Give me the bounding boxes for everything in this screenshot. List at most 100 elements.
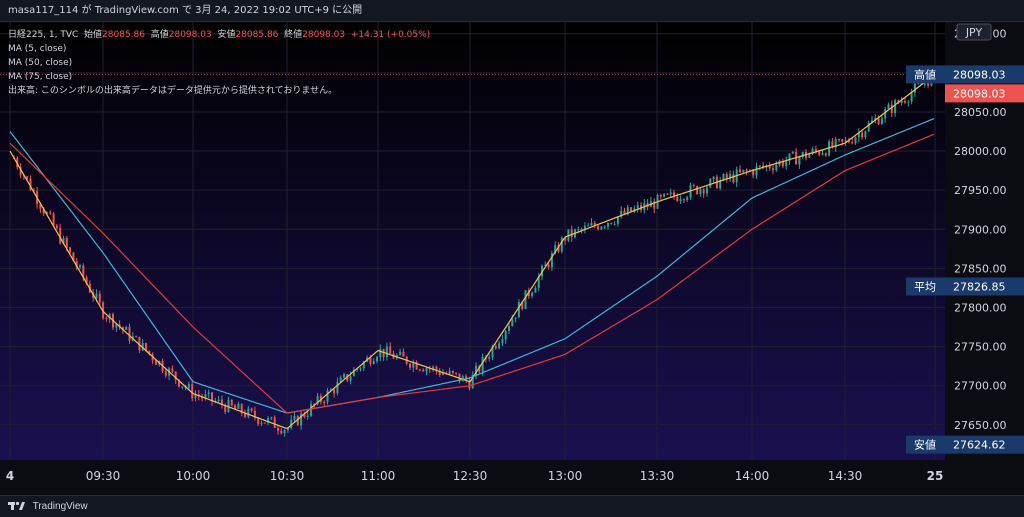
- candle-body: [178, 379, 180, 387]
- candle-body: [732, 174, 735, 183]
- candle-body: [900, 100, 903, 103]
- candle-body: [709, 179, 712, 188]
- candle-body: [62, 237, 65, 244]
- low-tag-label: 安値: [914, 438, 936, 452]
- candle-body: [630, 207, 633, 213]
- time-tick-label: 12:30: [453, 469, 488, 483]
- candle-body: [425, 368, 428, 372]
- price-tick-label: 27850.00: [954, 262, 1007, 275]
- candle-body: [864, 131, 867, 138]
- candle-body: [577, 229, 580, 231]
- price-tick-label: 28050.00: [954, 106, 1007, 119]
- legend-ma5[interactable]: MA (5, close): [8, 44, 67, 54]
- candle-body: [920, 82, 923, 85]
- candle-body: [352, 369, 355, 377]
- candle-body: [174, 371, 177, 380]
- candle-body: [706, 187, 708, 194]
- average-tag-label: 平均: [914, 280, 936, 293]
- candle-body: [890, 104, 893, 114]
- candle-body: [801, 152, 804, 158]
- candle-body: [547, 264, 550, 268]
- candle-body: [385, 346, 388, 358]
- candle-body: [52, 213, 55, 226]
- candle-body: [531, 292, 534, 297]
- candle-body: [326, 390, 329, 403]
- candle-body: [682, 199, 685, 201]
- candle-body: [247, 408, 250, 417]
- candle-body: [336, 381, 339, 394]
- last-price-tag: 28098.03: [945, 84, 1024, 103]
- candle-body: [904, 100, 906, 103]
- candle-body: [475, 366, 477, 375]
- candle-body: [607, 222, 609, 227]
- candle-body: [590, 222, 593, 226]
- candle-body: [171, 368, 174, 372]
- ma-line-0: [9, 74, 935, 429]
- candle-body: [181, 386, 184, 388]
- legend-volume-note: 出来高: このシンボルの出来高データはデータ提供元から提供されておりません。: [8, 86, 338, 96]
- candle-body: [148, 350, 151, 354]
- high-tag-label-bg: [906, 65, 945, 84]
- price-tick-label: 27750.00: [954, 341, 1007, 354]
- candle-body: [220, 399, 223, 406]
- candle-body: [752, 170, 755, 176]
- candle-body: [722, 174, 725, 180]
- candle-body: [560, 237, 563, 252]
- candle-body: [514, 317, 517, 319]
- legend-ohlc-row: 日経225, 1, TVC 始値28085.86 高値28098.03 安値28…: [8, 28, 430, 42]
- high-tag-value-bg: [945, 65, 1024, 84]
- candle-body: [207, 392, 210, 395]
- candle-body: [244, 413, 246, 417]
- candle-body: [781, 160, 784, 167]
- time-axis: 4 09:30 10:00 10:30 11:00 12:30 13:00 13:30 14:0…: [6, 469, 944, 483]
- candle-body: [880, 118, 883, 125]
- candle-body: [696, 186, 699, 194]
- candle-body: [508, 326, 510, 331]
- last-price-tag-value: 28098.03: [953, 87, 1006, 100]
- candle-body: [32, 190, 35, 192]
- candle-body: [610, 222, 613, 224]
- candle-body: [636, 205, 639, 209]
- candle-body: [702, 189, 705, 194]
- candle-body: [376, 357, 378, 362]
- candle-body: [316, 395, 319, 405]
- candle-body: [788, 153, 791, 161]
- candle-body: [257, 417, 260, 424]
- candle-body: [296, 415, 299, 426]
- price-chart[interactable]: 28150.0028100.0028050.0028000.0027950.00…: [0, 22, 1024, 495]
- candle-body: [79, 265, 81, 268]
- candle-body: [488, 357, 491, 359]
- candle-body: [755, 166, 758, 176]
- price-tags: 高値 28098.03 28098.03 平均 27826.85 安値 27624.62: [906, 65, 1024, 454]
- candle-body: [511, 318, 514, 327]
- average-tag-value-bg: [945, 277, 1024, 296]
- candle-body: [917, 82, 920, 84]
- candle-body: [349, 376, 352, 381]
- candle-body: [550, 253, 553, 268]
- candle-body: [333, 389, 336, 394]
- candle-body: [851, 142, 854, 144]
- currency-label: JPY: [965, 26, 983, 39]
- legend-ma50[interactable]: MA (50, close): [8, 58, 73, 68]
- legend-close: 28098.03: [302, 30, 346, 40]
- candle-body: [811, 149, 814, 154]
- candle-body: [362, 361, 365, 369]
- candle-body: [907, 101, 910, 103]
- chart-area[interactable]: 28150.0028100.0028050.0028000.0027950.00…: [0, 22, 1024, 495]
- candle-body: [191, 384, 194, 399]
- legend-ma75[interactable]: MA (75, close): [8, 72, 73, 82]
- candle-body: [785, 160, 788, 167]
- candle-body: [491, 346, 494, 358]
- currency-button[interactable]: [956, 23, 992, 41]
- candle-body: [128, 326, 131, 341]
- candle-body: [593, 222, 596, 227]
- candle-body: [616, 216, 619, 224]
- candle-body: [871, 120, 873, 123]
- candle-body: [659, 194, 662, 197]
- candle-body: [412, 362, 415, 368]
- price-tick-label: 27650.00: [954, 419, 1007, 432]
- time-axis-background: [0, 460, 945, 495]
- candle-body: [135, 336, 138, 338]
- candle-body: [372, 361, 375, 365]
- candle-body: [85, 277, 88, 284]
